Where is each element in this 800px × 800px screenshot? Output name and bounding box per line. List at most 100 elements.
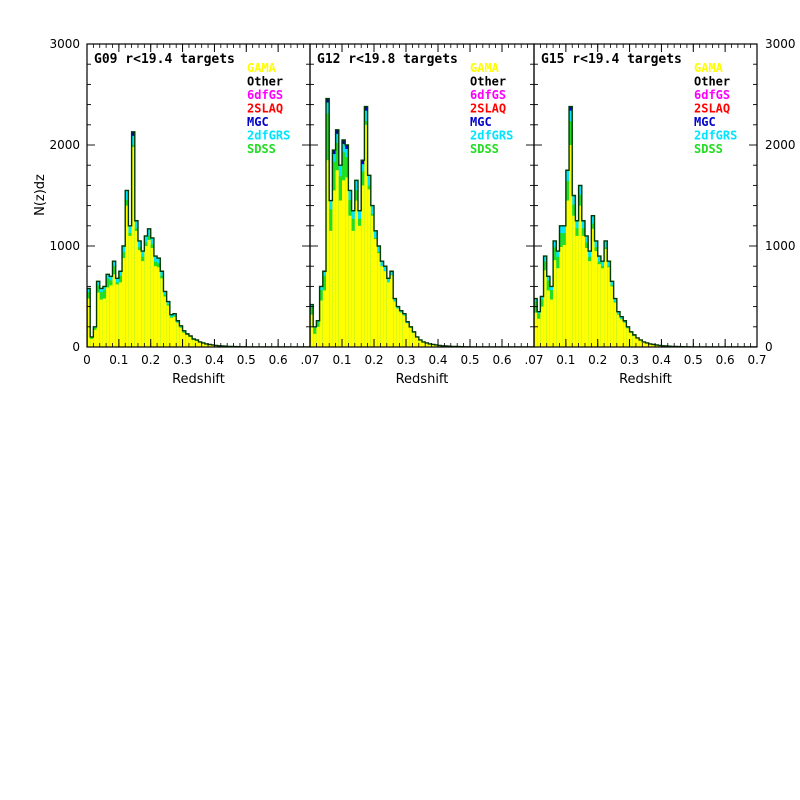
bar-gama <box>354 200 359 347</box>
bar-gama <box>316 326 320 347</box>
bar-gama <box>134 230 139 347</box>
bar-gama <box>329 230 333 347</box>
bar-gama <box>425 343 429 347</box>
bar-gama <box>131 147 136 347</box>
bar-mgc <box>131 131 136 136</box>
bar-gama <box>118 282 123 347</box>
bar-gama <box>332 190 336 347</box>
bar-gama <box>169 317 174 347</box>
bar-gama <box>418 340 423 347</box>
bar-gama <box>361 185 365 347</box>
bar-gama <box>115 284 120 347</box>
bar-gama <box>367 189 372 347</box>
y-tick-label-left: 1000 <box>49 239 80 253</box>
bar-gama <box>600 268 605 347</box>
bar-gama <box>623 322 627 347</box>
bar-mgc <box>342 139 346 144</box>
x-axis-title: Redshift <box>172 372 225 387</box>
bar-gama <box>125 205 129 347</box>
panel-title: G09 r<19.4 targets <box>94 52 235 67</box>
x-tick-label: 0.6 <box>269 353 288 367</box>
bar-gama <box>166 305 171 347</box>
bar-gama <box>106 287 110 347</box>
panel-bars <box>534 105 757 347</box>
bar-gama <box>310 314 314 347</box>
bar-gama <box>572 215 576 347</box>
bar-gama <box>613 302 618 347</box>
bar-gama <box>173 316 177 347</box>
bar-gama <box>428 344 432 347</box>
panels-layer: 0 0.1 0.2 0.3 0.4 0.5 0.6 Redshift G09 r<19.4 ta… <box>83 43 767 387</box>
legend-entry: 2dfGRS <box>470 129 513 143</box>
bar-gama <box>195 340 199 347</box>
bar-gama <box>358 225 362 347</box>
legend-entry: 2SLAQ <box>247 102 283 116</box>
bar-gama <box>588 261 592 347</box>
bar-gama <box>415 337 420 347</box>
panel-2: .07 0.1 0.2 0.3 0.4 0.5 0.6 Redshift G12 r<19.8 … <box>300 43 535 387</box>
right-y-axis: 0 1000 2000 3000 <box>765 37 796 354</box>
bar-gama <box>157 267 161 347</box>
bar-gama <box>591 228 595 347</box>
legend-entry: SDSS <box>470 142 499 156</box>
left-y-axis: 0 1000 2000 3000 <box>49 37 80 354</box>
panel-bars <box>310 97 534 347</box>
bar-gama <box>651 344 656 347</box>
bar-gama <box>406 323 410 347</box>
bar-mgc <box>364 106 368 111</box>
bar-mgc <box>569 106 573 111</box>
bar-gama <box>578 205 583 347</box>
bar-gama <box>144 246 148 347</box>
bar-gama <box>214 345 218 347</box>
bar-gama <box>93 329 97 347</box>
bar-gama <box>208 344 212 347</box>
bar-gama <box>543 270 548 347</box>
legend-entry: 6dfGS <box>247 88 283 102</box>
bar-gama <box>377 253 381 347</box>
panel-frame <box>533 43 758 348</box>
panel-3: .07 0.1 0.2 0.3 0.4 0.5 0.6 0.7 Redshift G15 r<19… <box>524 43 767 387</box>
bar-gama <box>569 145 573 347</box>
x-tick-label: 0.5 <box>460 353 479 367</box>
bar-gama <box>348 215 352 347</box>
bar-gama <box>185 334 190 347</box>
x-tick-label: 0.5 <box>684 353 703 367</box>
legend-entry: SDSS <box>694 142 723 156</box>
bar-gama <box>422 342 426 347</box>
bar-gama <box>364 124 368 347</box>
bar-gama <box>399 312 404 347</box>
bar-gama <box>96 292 101 347</box>
bar-gama <box>658 345 662 347</box>
legend-entry: Other <box>247 75 283 89</box>
y-tick-label-right: 3000 <box>765 37 796 51</box>
x-axis-title: Redshift <box>396 372 449 387</box>
x-tick-label: 0.6 <box>492 353 511 367</box>
y-tick-label-left: 0 <box>72 340 80 354</box>
legend-entry: MGC <box>470 115 492 129</box>
legend-entry: MGC <box>247 115 269 129</box>
panel-1: 0 0.1 0.2 0.3 0.4 0.5 0.6 Redshift G09 r<19.4 ta… <box>83 43 311 387</box>
bar-gama <box>109 285 113 347</box>
legend-entry: 2SLAQ <box>470 102 506 116</box>
y-tick-label-right: 1000 <box>765 239 796 253</box>
bar-gama <box>604 249 608 347</box>
bar-gama <box>607 267 611 347</box>
bar-gama <box>409 327 413 347</box>
bar-gama <box>201 343 206 347</box>
bar-gama <box>549 299 554 347</box>
bar-gama <box>204 344 209 347</box>
legend-entry: GAMA <box>247 61 277 75</box>
bar-gama <box>313 333 317 347</box>
x-tick-label: 0.3 <box>620 353 639 367</box>
bar-gama <box>597 264 602 347</box>
x-tick-label: 0.1 <box>332 353 351 367</box>
bar-mgc <box>361 160 365 165</box>
bar-gama <box>112 274 116 347</box>
x-tick-label: 0.4 <box>652 353 671 367</box>
bar-gama <box>639 340 643 347</box>
bar-gama <box>386 282 391 347</box>
legend-entry: MGC <box>694 115 716 129</box>
panel-bars <box>87 131 310 347</box>
x-tick-label: .07 <box>524 353 543 367</box>
bar-gama <box>192 339 196 347</box>
